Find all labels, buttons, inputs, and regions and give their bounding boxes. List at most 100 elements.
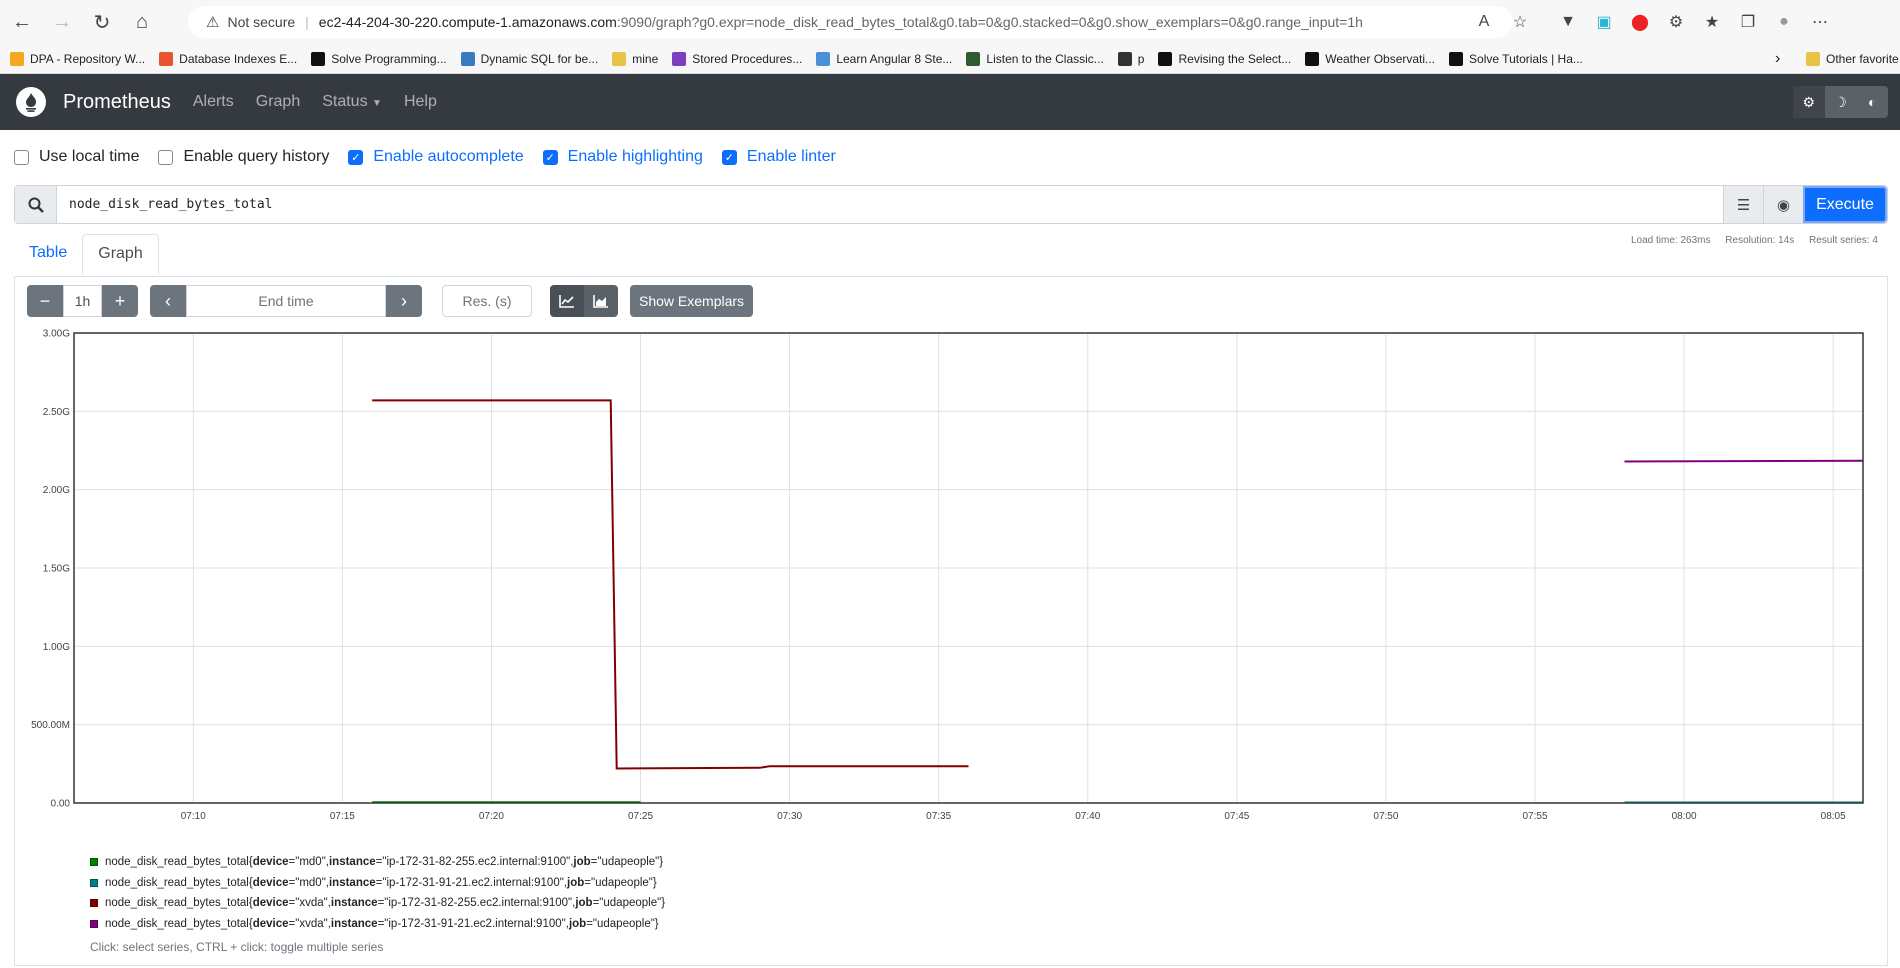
sp-icon <box>672 51 687 66</box>
theme-toggle: ⚙ ☽ ◐ <box>1793 86 1888 118</box>
stacked-chart-icon[interactable] <box>584 285 618 317</box>
bookmark-label: Revising the Select... <box>1178 51 1292 66</box>
hackerrank-icon <box>1449 51 1464 66</box>
expression-input[interactable]: node_disk_read_bytes_total <box>69 197 273 212</box>
theme-auto-icon[interactable]: ◐ <box>1867 94 1877 110</box>
theme-light-icon[interactable]: ⚙ <box>1793 86 1825 118</box>
checkbox-checked-icon[interactable]: ✓ <box>348 149 364 165</box>
legend-item[interactable]: node_disk_read_bytes_total{device = "xvda"… <box>90 893 665 914</box>
previous-time-icon[interactable]: ‹ <box>150 285 186 317</box>
option-checkbox[interactable]: Enable query history <box>158 148 329 166</box>
bookmark-item[interactable]: Database Indexes E... <box>159 51 297 66</box>
legend-swatch <box>90 858 98 867</box>
decrease-range-button[interactable]: − <box>27 285 63 317</box>
legend-hint: Click: select series, CTRL + click: togg… <box>90 940 384 954</box>
bookmarks-overflow-icon[interactable]: › <box>1775 49 1781 67</box>
profile-avatar-icon[interactable]: ● <box>1779 13 1789 30</box>
nav-help[interactable]: Help <box>403 93 437 110</box>
extension-adblock-icon[interactable]: ⬤ <box>1631 14 1649 31</box>
prometheus-logo-icon[interactable] <box>16 87 46 117</box>
checkbox-checked-icon[interactable]: ✓ <box>721 149 737 165</box>
favorites-icon[interactable]: ★ <box>1704 14 1720 31</box>
legend-job: "udapeople" <box>592 917 655 930</box>
more-menu-icon[interactable]: ⋯ <box>1812 14 1828 31</box>
option-checkbox[interactable]: ✓ Enable autocomplete <box>348 148 524 166</box>
bookmark-item[interactable]: Solve Programming... <box>311 51 447 66</box>
legend-job: "udapeople" <box>597 856 660 869</box>
legend-instance: "ip-172-31-91-21.ec2.internal:9100" <box>382 876 564 889</box>
bookmark-item[interactable]: DPA - Repository W... <box>10 51 145 66</box>
legend-metric: node_disk_read_bytes_total <box>105 917 249 930</box>
theme-dark-icon[interactable]: ☽ <box>1834 93 1847 110</box>
next-time-icon[interactable]: › <box>386 285 422 317</box>
range-input[interactable]: 1h <box>63 285 102 317</box>
warning-icon: ⚠ <box>206 14 220 31</box>
hackerrank-icon <box>1158 51 1173 66</box>
checkbox-unchecked-icon[interactable] <box>158 149 174 165</box>
prometheus-navbar: Prometheus Alerts Graph Status ▼ Help ⚙ … <box>0 74 1900 130</box>
nav-alerts[interactable]: Alerts <box>192 93 234 110</box>
tab-graph[interactable]: Graph <box>82 234 159 275</box>
bookmark-item[interactable]: p <box>1117 51 1144 66</box>
legend-device: "xvda" <box>295 897 328 910</box>
bookmark-label: Learn Angular 8 Ste... <box>836 51 953 66</box>
checkbox-checked-icon[interactable]: ✓ <box>542 149 558 165</box>
tab-table[interactable]: Table <box>29 244 68 261</box>
bookmark-item[interactable]: Weather Observati... <box>1305 51 1435 66</box>
sql-icon <box>460 51 475 66</box>
home-icon[interactable]: ⌂ <box>135 10 149 33</box>
back-icon[interactable]: ← <box>12 10 32 33</box>
forward-icon[interactable]: → <box>52 10 72 33</box>
bookmark-item[interactable]: Dynamic SQL for be... <box>460 51 598 66</box>
collections-icon[interactable]: ❐ <box>1740 14 1756 31</box>
option-checkbox[interactable]: Use local time <box>14 148 139 166</box>
nav-graph[interactable]: Graph <box>255 93 301 110</box>
folder-icon <box>612 51 627 66</box>
extension-camera-icon[interactable]: ▣ <box>1596 14 1612 31</box>
legend-job: "udapeople" <box>599 897 662 910</box>
graph-legend: node_disk_read_bytes_total{device = "md0",… <box>90 852 665 954</box>
legend-item[interactable]: node_disk_read_bytes_total{device = "md0",… <box>90 852 665 873</box>
bookmark-item[interactable]: Listen to the Classic... <box>966 51 1104 66</box>
metrics-explorer-icon[interactable]: ☰ <box>1723 186 1763 223</box>
legend-device: "xvda" <box>295 917 328 930</box>
read-aloud-icon[interactable]: A <box>1478 13 1490 30</box>
bookmark-item[interactable]: mine <box>612 51 658 66</box>
legend-swatch <box>90 878 98 887</box>
other-favorites[interactable]: Other favorite <box>1806 44 1899 74</box>
legend-device: "md0" <box>295 856 326 869</box>
bookmark-item[interactable]: Stored Procedures... <box>672 51 802 66</box>
doc-icon <box>1117 51 1132 66</box>
legend-job: "udapeople" <box>590 876 653 889</box>
logo-flame-icon <box>26 93 36 112</box>
checkbox-unchecked-icon[interactable] <box>14 149 29 165</box>
show-exemplars-button[interactable]: Show Exemplars <box>630 285 754 317</box>
line-chart-icon[interactable] <box>550 285 584 317</box>
not-secure-label: Not secure <box>227 14 296 30</box>
reload-icon[interactable]: ↻ <box>93 11 111 34</box>
favorite-star-icon[interactable]: ☆ <box>1512 14 1528 31</box>
option-checkbox[interactable]: ✓ Enable highlighting <box>542 148 703 166</box>
bookmark-item[interactable]: Solve Tutorials | Ha... <box>1449 51 1583 66</box>
url-path: :9090/graph?g0.expr=node_disk_read_bytes… <box>616 14 1363 30</box>
option-checkbox[interactable]: ✓ Enable linter <box>721 148 836 166</box>
extensions-icon[interactable]: ⚙ <box>1668 14 1684 31</box>
increase-range-button[interactable]: + <box>102 285 138 317</box>
address-bar[interactable]: ⚠ Not secure | ec2-44-204-30-220.compute… <box>188 6 1513 38</box>
legend-item[interactable]: node_disk_read_bytes_total{device = "md0",… <box>90 873 665 894</box>
extension-vpn-icon[interactable]: ▼ <box>1560 13 1576 30</box>
option-label: Enable highlighting <box>567 148 703 165</box>
url-host: ec2-44-204-30-220.compute-1.amazonaws.co… <box>318 14 617 30</box>
brand-title[interactable]: Prometheus <box>63 90 171 113</box>
legend-item[interactable]: node_disk_read_bytes_total{device = "xvda"… <box>90 914 665 935</box>
bookmark-item[interactable]: Learn Angular 8 Ste... <box>816 51 953 66</box>
resolution-input[interactable]: Res. (s) <box>442 285 532 317</box>
execute-button[interactable]: Execute <box>1803 186 1887 223</box>
globe-icon[interactable]: ◉ <box>1763 186 1803 223</box>
nav-status[interactable]: Status ▼ <box>322 93 382 111</box>
nav-status-label: Status <box>322 93 368 110</box>
dpa-icon <box>10 51 24 66</box>
bookmark-item[interactable]: Revising the Select... <box>1158 51 1292 66</box>
end-time-input[interactable]: End time <box>186 285 386 317</box>
chart-type-group <box>550 285 618 317</box>
